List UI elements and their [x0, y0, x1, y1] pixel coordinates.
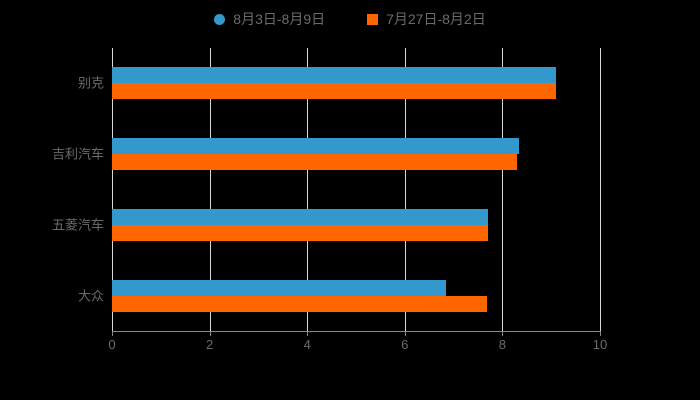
- gridline: [209, 48, 211, 331]
- y-tick-label: 别克: [77, 75, 104, 91]
- x-axis-line: [112, 331, 601, 332]
- bar-series-1[interactable]: [112, 279, 447, 296]
- bar-series-2[interactable]: [112, 83, 557, 100]
- x-tick-mark: [404, 331, 406, 336]
- legend-item-series-2[interactable]: 7月27日-8月2日: [367, 12, 486, 26]
- legend-label-series-2: 7月27日-8月2日: [386, 11, 486, 27]
- bar-series-1[interactable]: [112, 138, 520, 155]
- x-tick-label: 4: [303, 337, 311, 352]
- x-tick-mark: [600, 331, 601, 336]
- x-tick-mark: [502, 331, 504, 336]
- gridline: [502, 48, 504, 331]
- plot-area: [112, 48, 601, 331]
- gridline: [404, 48, 406, 331]
- legend-label-series-1: 8月3日-8月9日: [233, 11, 326, 27]
- bar-series-2[interactable]: [112, 295, 487, 312]
- bar-series-1[interactable]: [112, 208, 488, 225]
- legend-item-series-1[interactable]: 8月3日-8月9日: [214, 12, 325, 26]
- chart-legend: 8月3日-8月9日 7月27日-8月2日: [0, 6, 700, 32]
- y-tick-label: 大众: [77, 288, 104, 304]
- x-tick-label: 10: [592, 337, 608, 352]
- x-tick-mark: [112, 331, 113, 336]
- x-tick-label: 6: [401, 337, 409, 352]
- bar-series-2[interactable]: [112, 154, 518, 171]
- gridline: [600, 48, 601, 331]
- bar-series-1[interactable]: [112, 67, 557, 84]
- x-tick-label: 2: [205, 337, 214, 352]
- bar-series-2[interactable]: [112, 224, 488, 241]
- legend-marker-circle-icon: [214, 13, 226, 25]
- x-tick-mark: [307, 331, 309, 336]
- y-tick-label: 吉利汽车: [51, 146, 104, 162]
- x-tick-mark: [209, 331, 211, 336]
- gridline: [112, 48, 113, 331]
- gridline: [307, 48, 309, 331]
- x-tick-label: 8: [498, 337, 507, 352]
- legend-marker-square-icon: [367, 13, 379, 25]
- y-tick-label: 五菱汽车: [51, 217, 104, 233]
- x-tick-label: 0: [108, 337, 116, 352]
